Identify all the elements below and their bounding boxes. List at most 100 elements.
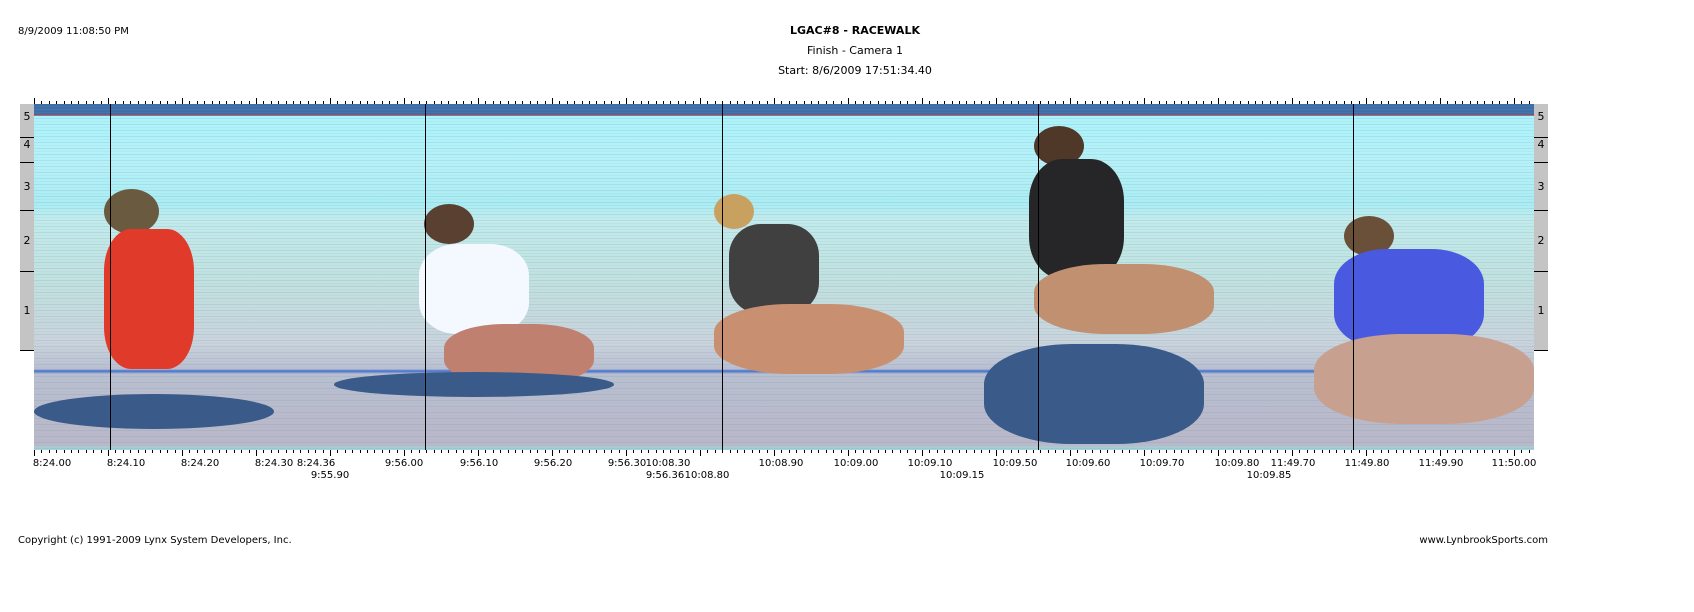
ruler-tick (411, 450, 413, 453)
runner-head (424, 204, 474, 244)
ruler-tick (71, 450, 72, 453)
lane-separator (1534, 271, 1548, 272)
ruler-tick (248, 450, 250, 453)
ruler-tick (241, 450, 243, 453)
copyright: Copyright (c) 1991-2009 Lynx System Deve… (18, 535, 292, 546)
lane-number: 5 (1537, 110, 1545, 123)
ruler-tick (1107, 101, 1108, 104)
ruler-tick (248, 101, 250, 104)
ruler-tick (626, 98, 627, 104)
ruler-tick (418, 101, 420, 104)
ruler-tick (48, 101, 50, 104)
ruler-tick (270, 101, 272, 104)
ruler-tick (470, 101, 472, 104)
ruler-tick (418, 450, 420, 453)
ruler-tick (714, 101, 716, 104)
ruler-tick (108, 450, 109, 456)
ruler-tick (1336, 101, 1338, 104)
ruler-tick (1114, 101, 1116, 104)
ruler-tick (603, 101, 605, 104)
ruler-tick (870, 450, 872, 453)
ruler-tick (1070, 98, 1071, 104)
ruler-tick (811, 450, 812, 453)
ruler-tick (174, 450, 176, 453)
ruler-tick (426, 450, 428, 453)
ruler-tick (1284, 101, 1286, 104)
ruler-tick (1107, 450, 1108, 453)
runner-legs (714, 304, 904, 374)
website-link[interactable]: www.LynbrookSports.com (1419, 535, 1548, 546)
ruler-tick (737, 101, 738, 104)
ruler-tick (796, 450, 798, 453)
lane-number: 1 (1537, 304, 1545, 317)
ruler-tick (56, 450, 58, 453)
ruler-tick (1225, 101, 1227, 104)
ruler-tick (685, 101, 687, 104)
ruler-tick (1232, 101, 1234, 104)
ruler-tick (1218, 450, 1219, 456)
ruler-tick (611, 101, 613, 104)
ruler-tick (411, 101, 413, 104)
ruler-tick (1277, 450, 1279, 453)
ruler-tick (100, 101, 102, 104)
ruler-tick (1299, 101, 1301, 104)
ruler-tick (307, 101, 309, 104)
ruler-tick (796, 101, 798, 104)
ruler-tick (537, 450, 539, 453)
ruler-tick (367, 450, 368, 453)
ruler-tick (1092, 450, 1094, 453)
ruler-tick (211, 450, 213, 453)
ruler-tick (1454, 101, 1456, 104)
ruler-tick (751, 450, 753, 453)
time-cursor-line[interactable] (1353, 104, 1354, 450)
runner-legs (1314, 334, 1534, 424)
ruler-tick (818, 101, 820, 104)
ruler-tick (692, 450, 694, 453)
ruler-tick (633, 101, 635, 104)
lane-separator (20, 162, 34, 163)
ruler-tick (41, 450, 43, 453)
ruler-tick (63, 450, 65, 453)
ruler-tick (1292, 98, 1293, 104)
ruler-tick (478, 98, 479, 104)
ruler-tick (63, 101, 65, 104)
photo-finish-image[interactable] (34, 104, 1534, 450)
ruler-tick (670, 101, 672, 104)
ruler-tick (167, 101, 169, 104)
ruler-tick (189, 101, 191, 104)
lane-number: 4 (23, 138, 31, 151)
ruler-tick (663, 450, 664, 453)
ruler-tick (1462, 101, 1464, 104)
ruler-tick (1040, 450, 1042, 453)
ruler-tick (1388, 101, 1390, 104)
ruler-tick (1018, 101, 1020, 104)
ruler-tick (840, 101, 842, 104)
ruler-tick (589, 450, 590, 453)
ruler-tick (507, 101, 509, 104)
time-cursor-line[interactable] (425, 104, 426, 450)
ruler-tick (1521, 101, 1523, 104)
ruler-tick (1521, 450, 1523, 453)
ruler-tick (640, 101, 642, 104)
ruler-tick (108, 98, 109, 104)
time-label: 10:08.80 (684, 470, 730, 481)
time-cursor-line[interactable] (110, 104, 111, 450)
shadow (334, 372, 614, 397)
bottom-time-ruler (34, 450, 1534, 456)
ruler-tick (648, 101, 650, 104)
ruler-tick (1410, 101, 1412, 104)
ruler-tick (1225, 450, 1227, 453)
time-cursor-line[interactable] (1038, 104, 1039, 450)
ruler-tick (1033, 101, 1034, 104)
ruler-tick (1336, 450, 1338, 453)
ruler-tick (1047, 450, 1049, 453)
ruler-tick (1484, 450, 1486, 453)
ruler-tick (1062, 101, 1064, 104)
ruler-tick (78, 450, 80, 453)
time-cursor-line[interactable] (722, 104, 723, 450)
ruler-tick (692, 101, 694, 104)
ruler-tick (522, 101, 524, 104)
ruler-tick (1499, 450, 1501, 453)
ruler-tick (766, 450, 768, 453)
camera-subtitle: Finish - Camera 1 (807, 44, 903, 57)
